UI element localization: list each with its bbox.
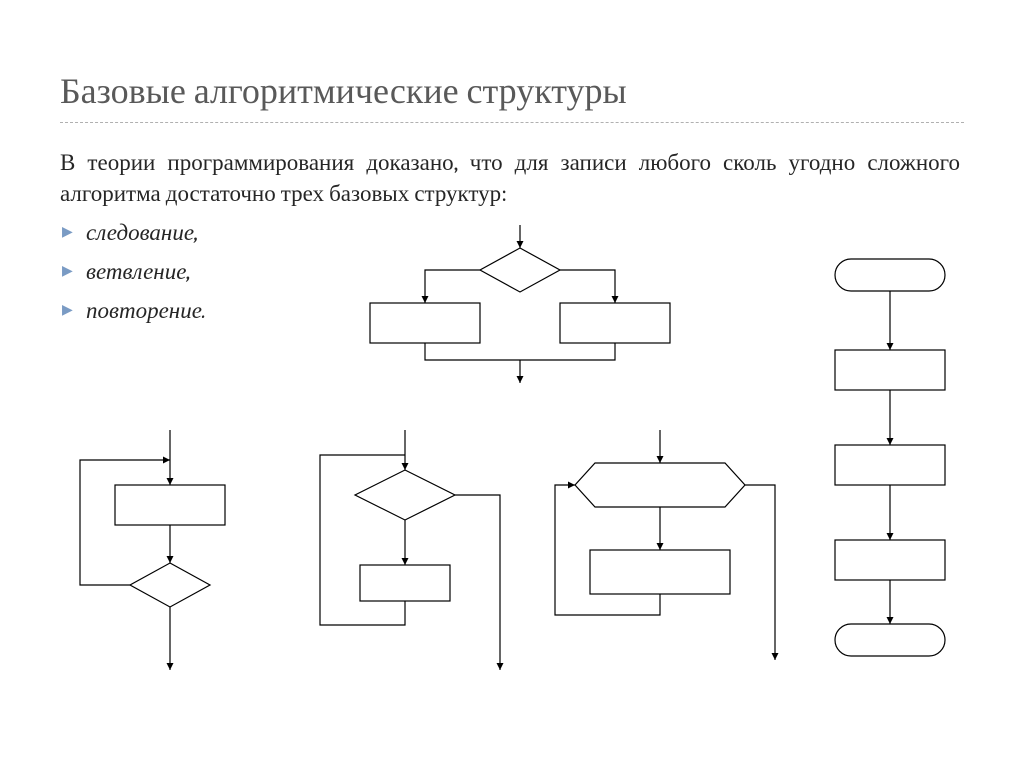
page-title: Базовые алгоритмические структуры xyxy=(60,70,964,123)
diagram-branch xyxy=(350,225,690,385)
diagram-loop-pretest xyxy=(290,430,520,690)
diagram-loop-hexagon xyxy=(540,430,790,680)
diagram-sequence xyxy=(820,255,970,675)
intro-paragraph: В теории программирования доказано, что … xyxy=(60,147,960,209)
diagram-loop-posttest xyxy=(60,430,260,690)
